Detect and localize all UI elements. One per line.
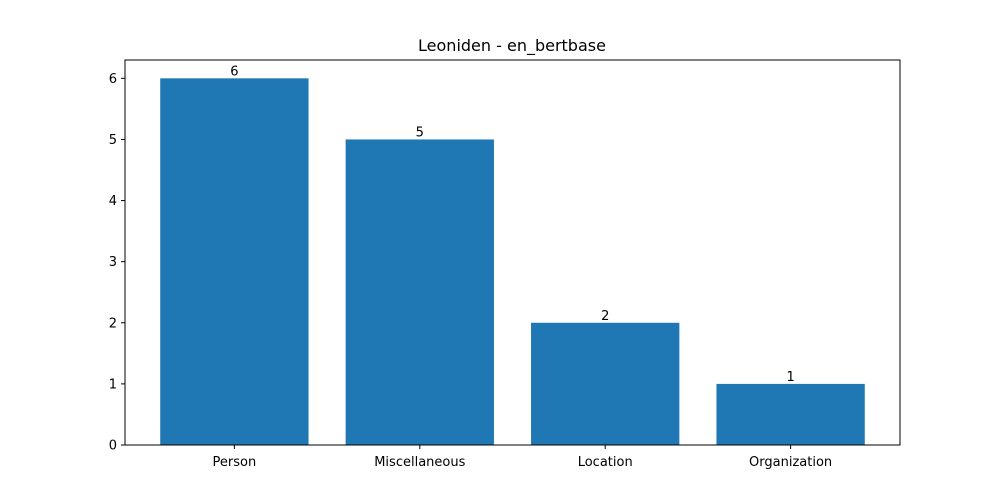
bar-value-label: 5 — [416, 125, 424, 140]
y-tick-label: 4 — [109, 194, 117, 209]
bar-value-label: 1 — [786, 370, 794, 385]
y-tick-label: 1 — [109, 377, 117, 392]
bar-organization — [716, 383, 865, 445]
y-tick-label: 2 — [109, 316, 117, 331]
x-axis: Person Miscellaneous Location Organization — [213, 445, 832, 470]
bar-location — [531, 322, 680, 445]
y-axis: 0 1 2 3 4 5 6 — [109, 72, 125, 454]
bar-miscellaneous — [345, 139, 494, 445]
y-tick-label: 3 — [109, 255, 117, 270]
y-tick-label: 6 — [109, 72, 117, 87]
chart-title: Leoniden - en_bertbase — [418, 36, 606, 56]
bars-group: 6 5 2 1 — [160, 64, 865, 445]
x-tick-label: Person — [213, 455, 257, 470]
bar-value-label: 2 — [601, 309, 609, 324]
y-tick-label: 5 — [109, 133, 117, 148]
bar-value-label: 6 — [230, 64, 238, 79]
x-tick-label: Location — [578, 455, 633, 470]
bar-person — [160, 78, 309, 445]
plot-frame — [124, 59, 901, 446]
x-tick-label: Organization — [749, 455, 832, 470]
y-tick-label: 0 — [109, 439, 117, 454]
x-tick-label: Miscellaneous — [374, 455, 465, 470]
